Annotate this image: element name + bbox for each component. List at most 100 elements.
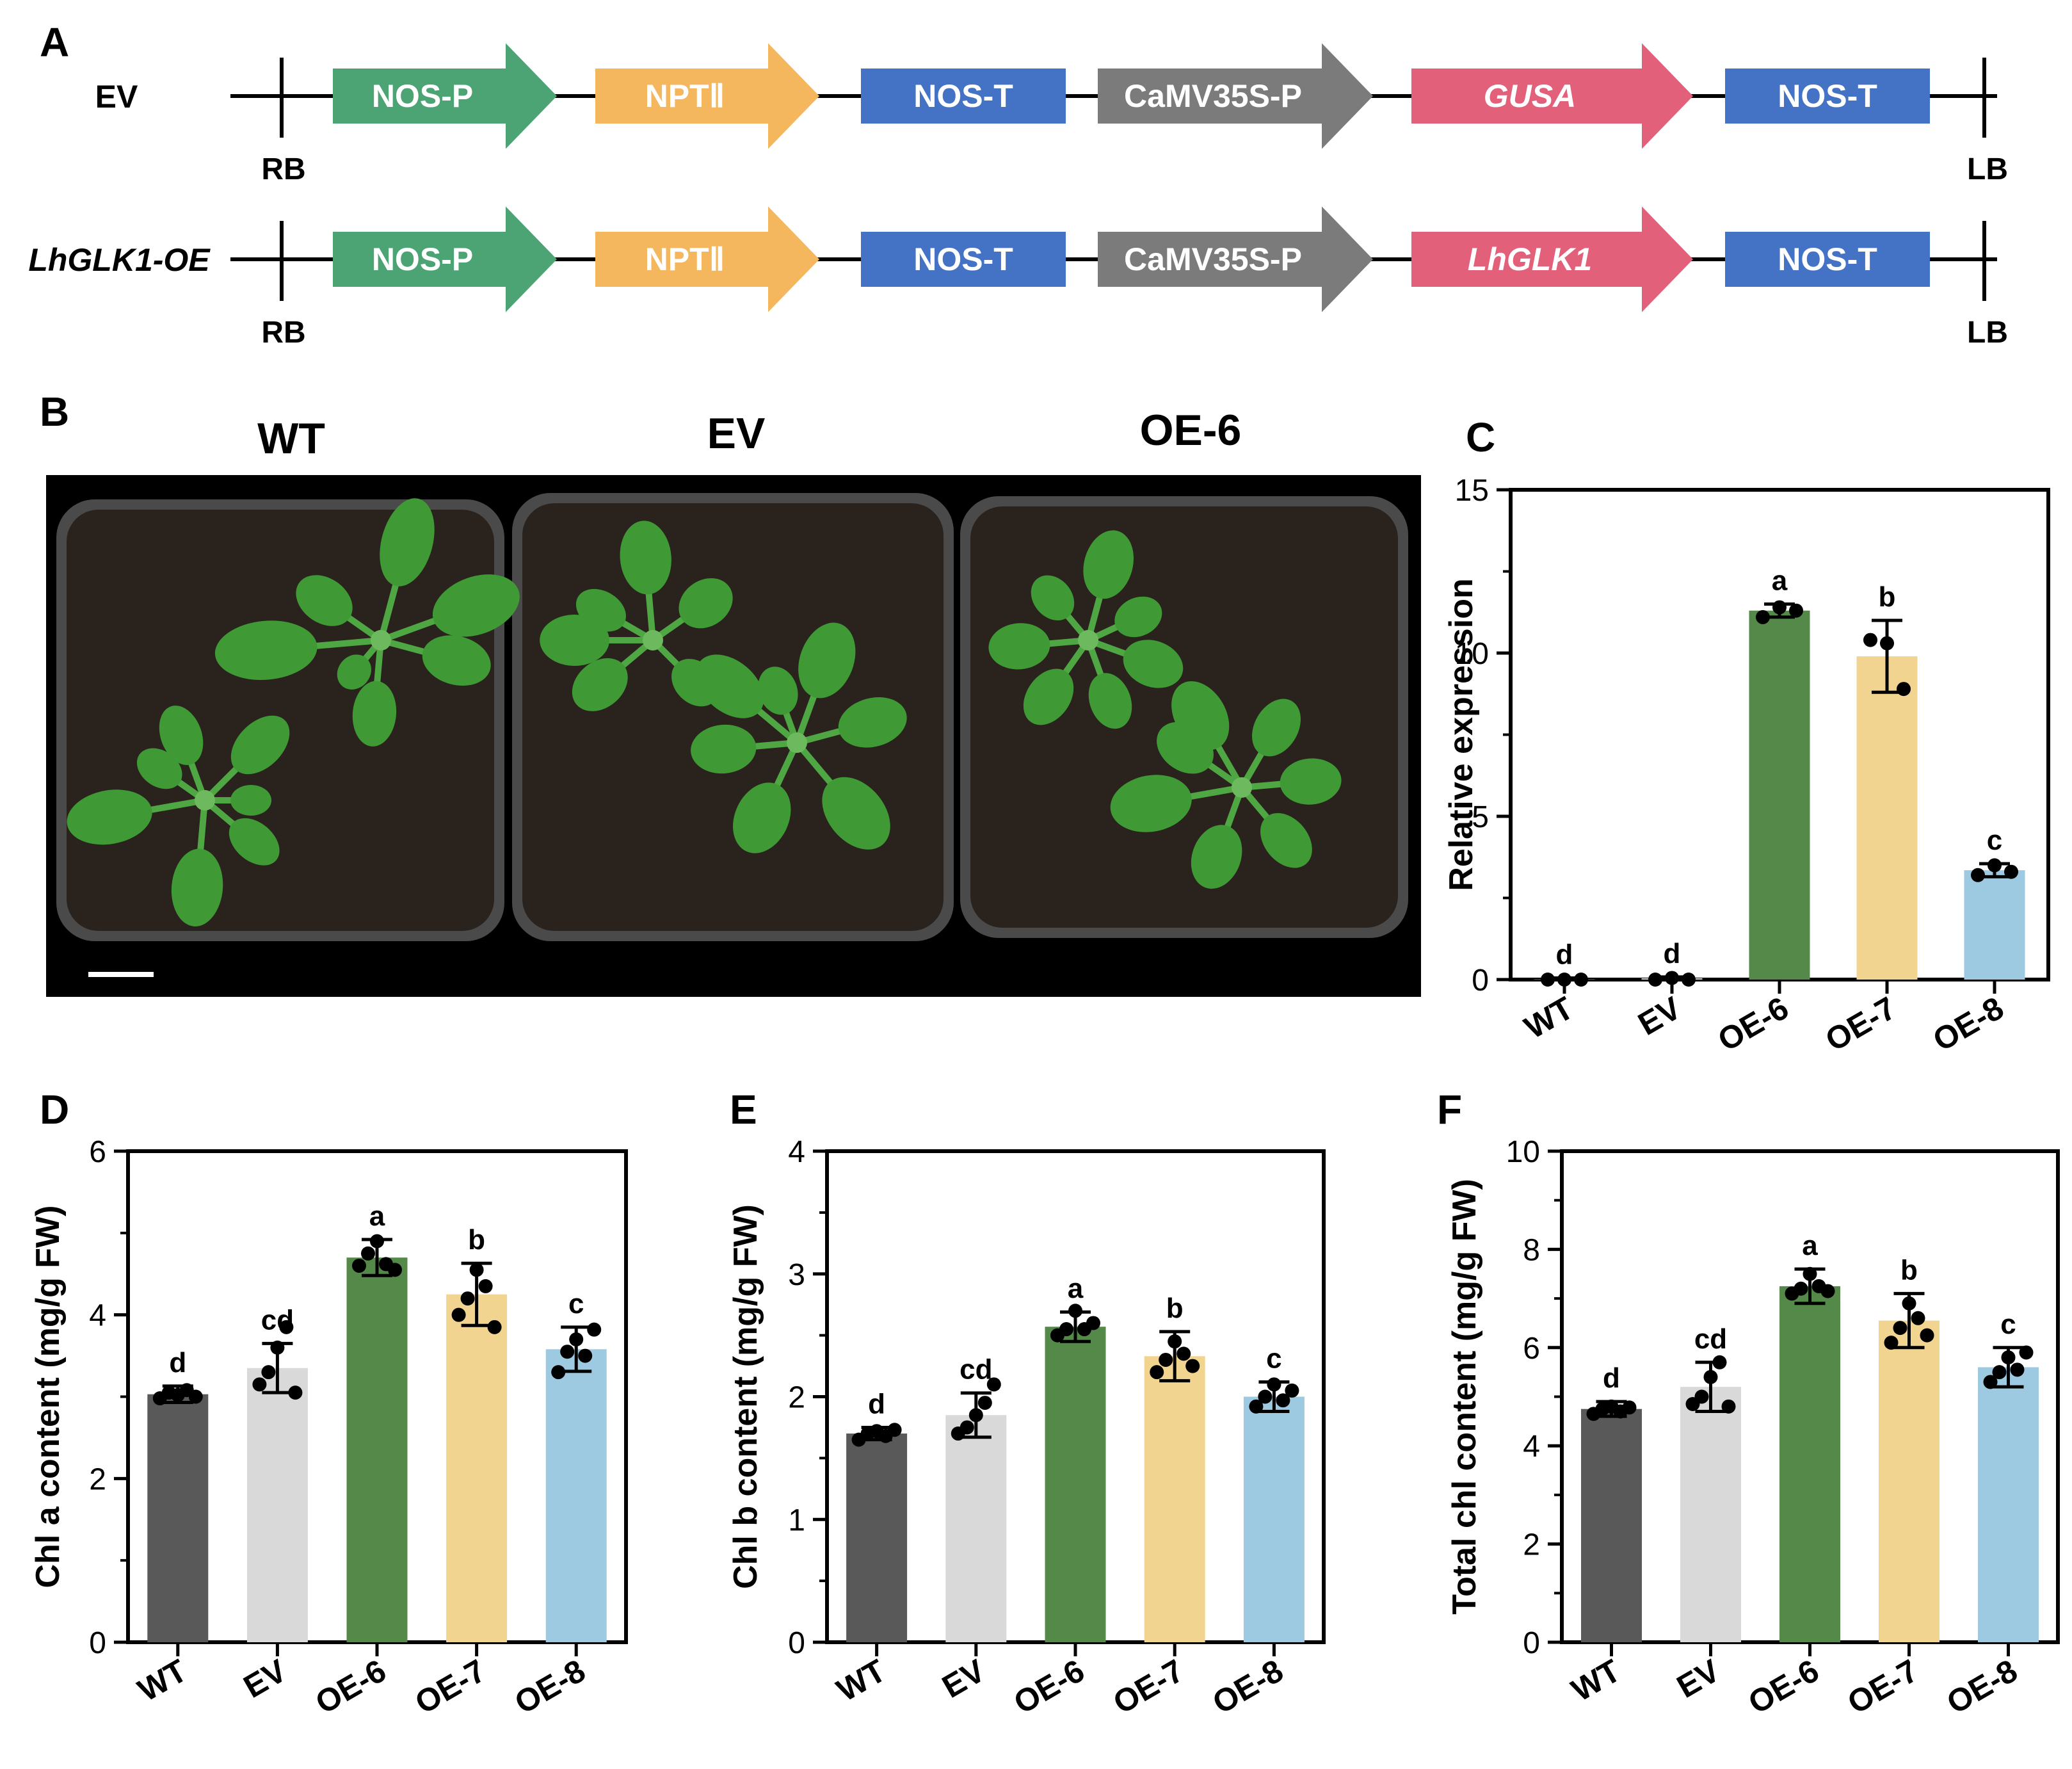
category-label: EV — [237, 1652, 293, 1705]
bar — [1680, 1387, 1741, 1642]
category-label: OE-6 — [1742, 1652, 1825, 1721]
construct-row: LhGLK1-OE RB LB NOS-P NPTⅡ NOS-T CaMV35S-P LhGL… — [28, 206, 2008, 350]
leaf-blade — [1123, 640, 1184, 688]
bar — [1144, 1356, 1205, 1642]
data-point — [1059, 1322, 1073, 1337]
category-label: OE-8 — [509, 1652, 591, 1721]
bar — [1243, 1396, 1305, 1642]
leaf-blade — [1031, 575, 1075, 620]
construct-segment-arrow — [333, 43, 557, 149]
data-point — [1880, 636, 1894, 650]
data-point — [361, 1246, 375, 1261]
panel-letter-d: D — [40, 1086, 69, 1133]
construct-row-label: LhGLK1-OE — [28, 242, 211, 278]
bar — [147, 1394, 209, 1642]
y-tick-label: 2 — [1523, 1528, 1540, 1562]
significance-letter: b — [1879, 581, 1896, 613]
y-tick-label: 8 — [1523, 1233, 1540, 1267]
data-point — [261, 1365, 276, 1380]
construct-segment-arrow — [1411, 43, 1693, 149]
data-point — [1902, 1296, 1916, 1311]
leaf-blade — [214, 620, 317, 681]
data-point — [1068, 1304, 1082, 1318]
rosette-center — [1078, 630, 1098, 650]
construct-segment-arrow — [595, 206, 819, 312]
data-point — [1267, 1377, 1281, 1392]
category-label: OE-6 — [1008, 1652, 1090, 1721]
category-label: OE-7 — [409, 1652, 492, 1721]
data-point — [1820, 1284, 1835, 1298]
significance-letter: c — [568, 1288, 584, 1320]
data-point — [2001, 1350, 2016, 1365]
category-label: OE-8 — [1941, 1652, 2023, 1721]
leaf-blade — [733, 782, 791, 853]
y-tick-label: 0 — [89, 1626, 106, 1660]
photo-label-wt: WT — [257, 414, 325, 463]
category-label: OE-6 — [309, 1652, 392, 1721]
y-tick-label: 4 — [89, 1299, 106, 1333]
bar — [1964, 870, 2025, 980]
data-point — [1276, 1393, 1290, 1408]
category-label: WT — [1518, 990, 1579, 1046]
construct-segment-arrow — [1098, 206, 1373, 312]
chart-relative-expression: 0 5 10 15 Relative expression d WT d EV a OE-6 b OE-… — [1443, 474, 2050, 1058]
data-point — [370, 1234, 384, 1248]
chart-chl-a-content: 0 2 4 6 Chl a content (mg/g FW) d WT cd EV a OE-6 b… — [29, 1135, 628, 1721]
significance-letter: cd — [261, 1304, 294, 1336]
data-point — [1897, 682, 1911, 697]
y-tick-label: 0 — [1523, 1626, 1540, 1660]
bar — [846, 1434, 908, 1642]
category-label: EV — [1671, 1652, 1726, 1705]
leaf-blade — [159, 706, 204, 765]
leaf-blade — [575, 588, 626, 632]
rosette-center — [643, 630, 663, 650]
photo-label-oe6: OE-6 — [1140, 406, 1242, 455]
bar — [246, 1368, 308, 1642]
construct-segment-label: GUSA — [1484, 78, 1576, 114]
data-point — [1622, 1400, 1637, 1415]
category-label: WT — [1566, 1652, 1626, 1708]
leaf-blade — [1157, 722, 1214, 774]
leaf-blade — [171, 848, 223, 926]
bar — [346, 1257, 408, 1642]
data-point — [1285, 1383, 1299, 1398]
data-point — [1992, 1365, 2007, 1380]
photo-label-ev: EV — [707, 409, 766, 458]
data-point — [887, 1423, 902, 1437]
significance-letter: cd — [1694, 1323, 1727, 1355]
panel-letter-f: F — [1437, 1086, 1462, 1133]
construct-segment-box — [861, 69, 1066, 124]
rosette-center — [1232, 777, 1252, 798]
data-point — [960, 1420, 974, 1435]
significance-letter: c — [2000, 1309, 2016, 1340]
data-point — [1249, 1399, 1264, 1414]
leaf-blade — [691, 724, 757, 774]
data-point — [1258, 1389, 1273, 1404]
leaf-blade — [67, 789, 152, 845]
data-point — [1772, 600, 1787, 615]
y-axis-title: Total chl content (mg/g FW) — [1446, 1179, 1483, 1615]
leaf-petiole — [305, 637, 384, 650]
data-point — [560, 1345, 575, 1359]
construct-segment-box — [1725, 69, 1930, 124]
panel-letter-a: A — [40, 19, 69, 65]
leaf-blade — [136, 748, 182, 789]
leaf-blade — [540, 615, 609, 666]
leaf-blade — [1252, 699, 1301, 757]
data-point — [279, 1320, 294, 1334]
leaf-blade — [1088, 673, 1132, 729]
data-point — [1168, 1334, 1182, 1349]
panel-letter-b: B — [40, 389, 69, 435]
y-tick-label: 6 — [89, 1135, 106, 1169]
y-tick-label: 3 — [788, 1258, 805, 1292]
leaf-blade — [679, 578, 733, 629]
construct-segment-arrow — [595, 43, 819, 149]
data-point — [1712, 1355, 1727, 1369]
construct-segment-label: CaMV35S-P — [1124, 241, 1302, 277]
data-point — [2004, 864, 2018, 879]
significance-letter: d — [1603, 1362, 1620, 1394]
category-label: EV — [936, 1652, 992, 1705]
data-point — [2019, 1345, 2034, 1360]
data-point — [451, 1307, 466, 1322]
